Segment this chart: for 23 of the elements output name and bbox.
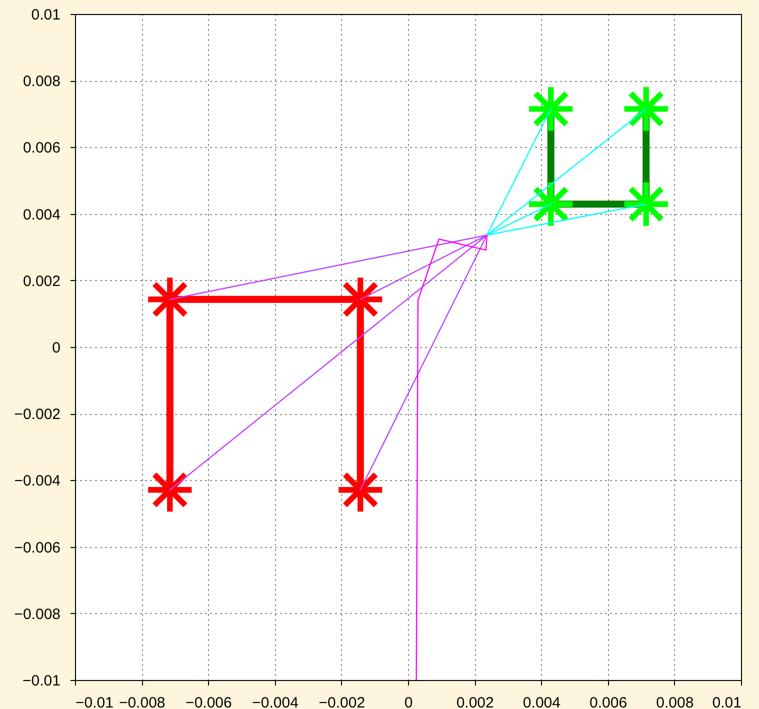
x-tick-label: −0.006 [186, 694, 232, 709]
y-tick-label: 0.008 [22, 73, 60, 90]
y-tick-label: −0.002 [14, 406, 60, 424]
x-tick-label: −0.002 [318, 694, 366, 709]
y-tick-label: 0.004 [22, 206, 60, 224]
x-tick-label: 0.006 [590, 694, 628, 709]
x-tick-label: 0.002 [456, 694, 494, 709]
x-tick-label: 0.01 [712, 694, 742, 709]
y-tick-label: 0.002 [22, 272, 60, 290]
y-tick-label: −0.01 [22, 672, 60, 690]
y-tick-label: −0.004 [14, 472, 60, 490]
line-series [416, 234, 488, 680]
y-tick-label: 0 [52, 340, 60, 356]
y-tick-label: 0.006 [22, 140, 60, 157]
x-tick-label: −0.01 [76, 694, 114, 709]
y-tick-label: 0.01 [31, 6, 60, 24]
x-tick-label: 0 [404, 694, 413, 709]
x-tick-label: 0.008 [656, 694, 694, 709]
y-tick-label: −0.006 [14, 539, 60, 556]
y-tick-label: −0.008 [14, 606, 60, 623]
x-tick-label: −0.008 [118, 694, 166, 709]
x-tick-label: −0.004 [252, 694, 298, 709]
x-tick-label: 0.004 [522, 694, 560, 709]
